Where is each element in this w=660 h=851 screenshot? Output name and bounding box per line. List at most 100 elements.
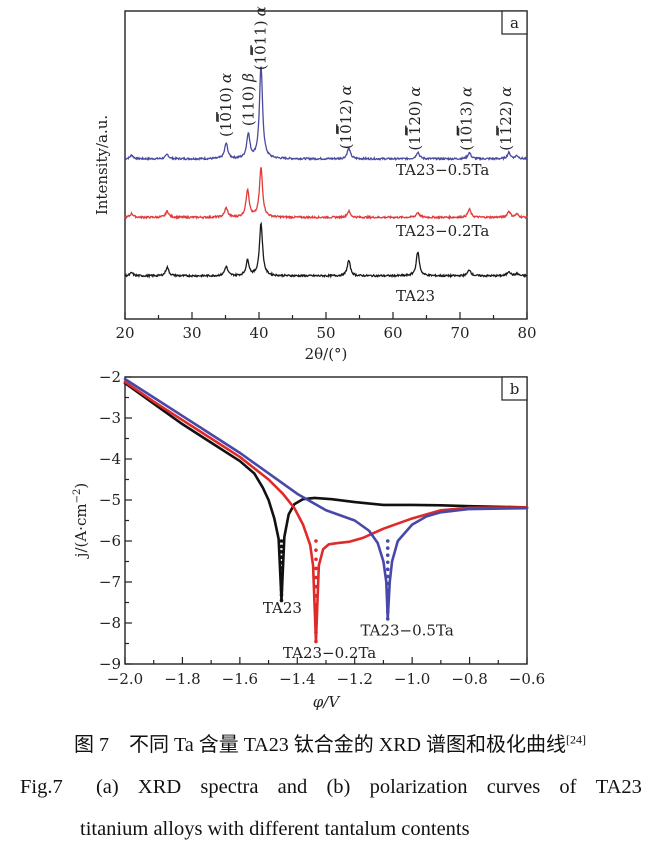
x-tick-label: 50 [316, 324, 335, 342]
svg-text:(1011)α: (1011)α [251, 6, 269, 70]
peak-label-char: 3 [458, 107, 476, 117]
x-tick-label: −1.6 [222, 670, 258, 688]
polarization-line-ta23 [123, 381, 529, 602]
data-point [314, 548, 318, 552]
peak-label-char: ) [217, 87, 235, 93]
y-tick-label: −8 [99, 614, 121, 632]
caption-word: (a) [95, 776, 119, 798]
y-axis-label: Intensity/a.u. [93, 115, 111, 215]
data-point [279, 587, 284, 592]
peak-labels: (1010)α(110)β(1011)α(1012)α(1120)α(1013)… [217, 6, 515, 151]
x-tick-label: 60 [383, 324, 402, 342]
peak-label-char: 0 [239, 92, 257, 102]
svg-text:(1010)α: (1010)α [217, 73, 235, 137]
y-tick-label: −9 [99, 655, 121, 673]
peak-phase: α [337, 85, 355, 95]
x-tick-label: 80 [517, 324, 536, 342]
x-tick-label: −1.2 [336, 670, 372, 688]
peak-label-char: ( [251, 64, 269, 70]
peak-label: (1010)α [217, 73, 235, 137]
peak-label-char: 0 [458, 126, 476, 136]
caption-english-line2: titanium alloys with different tantalum … [80, 818, 470, 840]
peak-phase: α [497, 87, 515, 97]
peak-label-char: ) [458, 101, 476, 107]
peak-phase: α [251, 6, 269, 16]
peak-label-char: 2 [497, 107, 515, 117]
data-point [279, 593, 284, 597]
peak-label: (1122)α [497, 87, 515, 151]
caption-zh-text: 图 7 不同 Ta 含量 TA23 钛合金的 XRD 谱图和极化曲线 [74, 734, 566, 756]
svg-text:(1120)α: (1120)α [406, 87, 424, 151]
peak-label-char: 1 [251, 36, 269, 46]
panel-label-box [501, 376, 528, 401]
peak-label-char: 1 [406, 135, 424, 145]
data-point [314, 630, 318, 635]
xrd-series-group [124, 66, 528, 279]
series-label: TA23−0.5Ta [360, 621, 453, 639]
series-labels: TA23−0.5Ta TA23−0.2Ta TA23 [396, 161, 489, 305]
panel-label: b [510, 380, 520, 398]
x-tick-label: −2.0 [107, 670, 143, 688]
peak-phase: α [458, 87, 476, 97]
data-point [314, 557, 318, 562]
peak-label-char: ( [337, 143, 355, 149]
peak-label-char: ) [251, 20, 269, 26]
x-axis-label: 2θ/(°) [305, 345, 348, 363]
xrd-line-ta23-0.5ta [124, 66, 528, 162]
peak-label-char: 2 [406, 116, 424, 126]
x-tick-label: −1.4 [279, 670, 315, 688]
series-label: TA23−0.2Ta [283, 644, 376, 662]
peak-label-char: 2 [497, 116, 515, 126]
x-tick-label: 30 [182, 324, 201, 342]
caption-word: (b) [326, 776, 351, 798]
panel-label-box [501, 10, 528, 35]
peak-label-char: ( [239, 120, 257, 126]
caption-word: of [559, 776, 577, 798]
y-tick-label: −7 [99, 573, 121, 591]
data-point [385, 588, 390, 593]
y-axis-label-main: j/(A·cm [72, 503, 90, 559]
data-point [385, 560, 390, 565]
x-tick-label: −0.6 [509, 670, 545, 688]
peak-label-char: 1 [251, 26, 269, 36]
series-label: TA23−0.2Ta [396, 222, 489, 240]
peak-label-char: 1 [406, 126, 424, 136]
series-labels: TA23 TA23−0.2Ta TA23−0.5Ta [263, 599, 454, 662]
data-point [385, 553, 390, 557]
series-label: TA23 [396, 287, 435, 305]
data-point [385, 610, 390, 614]
peak-label-char: 1 [239, 111, 257, 121]
peak-label-char: 0 [406, 107, 424, 117]
x-tick-label: 20 [115, 324, 134, 342]
data-point [279, 550, 284, 554]
caption-word: and [277, 776, 308, 798]
peak-label-char: 1 [217, 102, 235, 112]
data-point [279, 598, 284, 603]
peak-label-char: ( [458, 145, 476, 151]
svg-text:(1122)α: (1122)α [497, 87, 515, 151]
data-point [314, 575, 318, 580]
plot-frame [124, 376, 528, 665]
peak-phase: α [406, 87, 424, 97]
data-point [279, 560, 284, 565]
y-axis-label: j/(A·cm−2) [72, 483, 90, 559]
xrd-chart: (1010)α(110)β(1011)α(1012)α(1120)α(1013)… [93, 6, 537, 363]
data-point [279, 566, 284, 570]
peak-label-char: ( [406, 145, 424, 151]
peak-label-char: 1 [337, 134, 355, 144]
peak-phase: α [217, 73, 235, 83]
peak-label-char: ) [337, 99, 355, 105]
series-label: TA23 [263, 599, 302, 617]
peak-label-char: 1 [497, 126, 515, 136]
data-point [314, 566, 318, 571]
xrd-line-ta23-0.2ta [124, 167, 528, 221]
data-point [279, 582, 284, 587]
x-tick-label: −1.8 [164, 670, 200, 688]
data-point [279, 539, 284, 543]
peak-label-char: ( [217, 131, 235, 137]
peak-label: (110)β [239, 73, 257, 126]
data-point [385, 574, 390, 579]
data-point [385, 602, 390, 607]
peak-label-char: 2 [337, 105, 355, 115]
x-axis-label-text: φ/V [313, 693, 342, 711]
